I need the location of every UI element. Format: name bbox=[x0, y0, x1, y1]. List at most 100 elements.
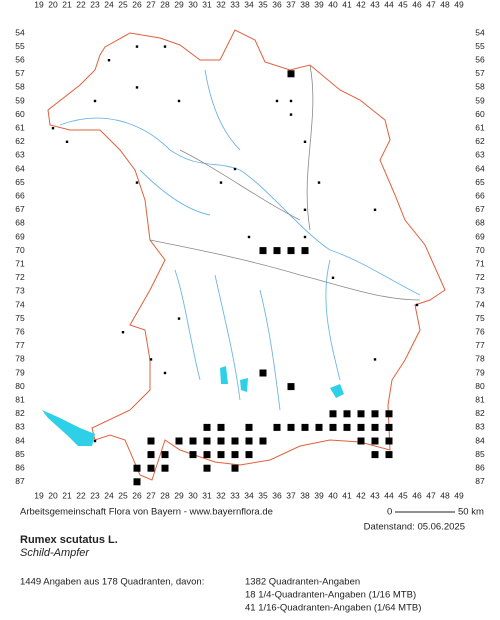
region-outline bbox=[47, 29, 446, 481]
column-label: 48 bbox=[440, 490, 450, 500]
column-label: 20 bbox=[48, 0, 58, 9]
record-square bbox=[231, 464, 239, 472]
record-dot bbox=[233, 167, 237, 171]
record-square bbox=[133, 464, 141, 472]
column-label: 46 bbox=[412, 0, 422, 9]
record-square bbox=[245, 451, 253, 459]
record-dot bbox=[121, 331, 125, 334]
row-label: 87 bbox=[15, 476, 25, 486]
record-dot bbox=[149, 358, 153, 361]
column-label: 30 bbox=[188, 490, 198, 500]
record-dot bbox=[163, 371, 167, 375]
record-square bbox=[231, 451, 239, 459]
column-label: 24 bbox=[104, 0, 114, 9]
column-label: 19 bbox=[34, 490, 44, 500]
record-dot bbox=[135, 181, 139, 184]
row-label: 74 bbox=[15, 299, 25, 309]
row-label: 68 bbox=[475, 218, 485, 228]
column-label: 39 bbox=[314, 490, 324, 500]
row-label: 77 bbox=[15, 340, 25, 350]
record-square bbox=[217, 423, 225, 431]
column-label: 41 bbox=[342, 490, 352, 500]
column-label: 49 bbox=[454, 0, 464, 9]
column-label: 31 bbox=[202, 0, 212, 9]
column-label: 34 bbox=[244, 0, 254, 9]
column-label: 40 bbox=[328, 0, 338, 9]
row-label: 75 bbox=[475, 313, 485, 323]
lake bbox=[42, 410, 95, 446]
record-square bbox=[329, 423, 337, 431]
row-label: 79 bbox=[475, 367, 485, 377]
column-label: 31 bbox=[202, 490, 212, 500]
column-label: 49 bbox=[454, 490, 464, 500]
column-label: 45 bbox=[398, 490, 408, 500]
column-label: 26 bbox=[132, 0, 142, 9]
record-square bbox=[301, 247, 309, 255]
record-square bbox=[189, 451, 197, 459]
record-dot bbox=[415, 303, 419, 307]
record-dot bbox=[303, 235, 307, 239]
record-square bbox=[385, 410, 393, 418]
row-label: 60 bbox=[15, 109, 25, 119]
record-square bbox=[343, 423, 351, 431]
record-dot bbox=[289, 113, 293, 116]
record-square bbox=[245, 423, 253, 431]
record-square bbox=[217, 451, 225, 459]
row-label: 86 bbox=[475, 462, 485, 472]
row-label: 61 bbox=[475, 122, 485, 132]
column-label: 37 bbox=[286, 0, 296, 9]
column-label: 44 bbox=[384, 490, 394, 500]
common-name: Schild-Ampfer bbox=[20, 547, 90, 559]
row-label: 56 bbox=[15, 54, 25, 64]
row-label: 84 bbox=[15, 435, 25, 445]
row-label: 67 bbox=[15, 204, 25, 214]
row-label: 76 bbox=[15, 326, 25, 336]
column-label: 22 bbox=[76, 490, 86, 500]
row-label: 78 bbox=[475, 354, 485, 364]
record-square bbox=[147, 451, 155, 459]
record-dot bbox=[303, 208, 307, 211]
record-dot bbox=[317, 181, 321, 184]
row-label: 71 bbox=[475, 258, 485, 268]
row-label: 69 bbox=[15, 231, 25, 241]
record-dot bbox=[65, 140, 69, 143]
source: Arbeitsgemeinschaft Flora von Bayern - w… bbox=[20, 507, 273, 518]
column-label: 43 bbox=[370, 0, 380, 9]
record-square bbox=[203, 451, 211, 459]
row-label: 79 bbox=[15, 367, 25, 377]
column-label: 47 bbox=[426, 490, 436, 500]
record-dot bbox=[51, 127, 55, 130]
row-label: 86 bbox=[15, 462, 25, 472]
column-label: 25 bbox=[118, 490, 128, 500]
record-dot bbox=[247, 235, 251, 239]
column-label: 27 bbox=[146, 490, 156, 500]
column-label: 27 bbox=[146, 0, 156, 9]
column-label: 19 bbox=[34, 0, 44, 9]
row-label: 77 bbox=[475, 340, 485, 350]
column-label: 28 bbox=[160, 0, 170, 9]
column-label: 36 bbox=[272, 0, 282, 9]
record-dot bbox=[135, 86, 139, 89]
record-square bbox=[287, 423, 295, 431]
row-label: 70 bbox=[15, 245, 25, 255]
row-label: 60 bbox=[475, 109, 485, 119]
column-label: 48 bbox=[440, 0, 450, 9]
column-label: 36 bbox=[272, 490, 282, 500]
row-label: 55 bbox=[15, 41, 25, 51]
scale-label: 50 km bbox=[458, 507, 484, 518]
row-label: 80 bbox=[475, 381, 485, 391]
row-label: 87 bbox=[475, 476, 485, 486]
row-label: 71 bbox=[15, 258, 25, 268]
record-square bbox=[217, 437, 225, 445]
row-label: 81 bbox=[475, 394, 485, 404]
row-label: 55 bbox=[475, 41, 485, 51]
summary: 1449 Angaben aus 178 Quadranten, davon: bbox=[20, 577, 204, 588]
record-square bbox=[259, 437, 267, 445]
row-label: 57 bbox=[475, 68, 485, 78]
column-label: 28 bbox=[160, 490, 170, 500]
record-dot bbox=[177, 99, 181, 103]
row-label: 66 bbox=[15, 190, 25, 200]
lake bbox=[330, 384, 344, 398]
row-label: 56 bbox=[475, 54, 485, 64]
column-label: 32 bbox=[216, 0, 226, 9]
